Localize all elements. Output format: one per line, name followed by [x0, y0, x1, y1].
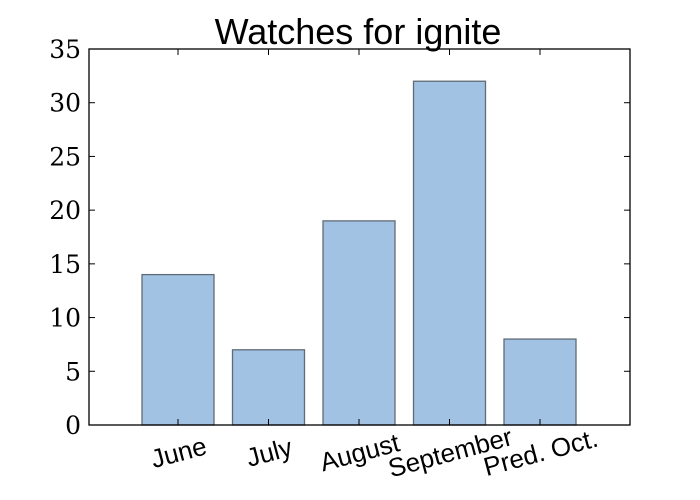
bar-september	[412, 80, 487, 426]
y-tick-label: 25	[49, 142, 81, 171]
y-axis-tick-labels: 0 5 10 15 20 25 30 35	[49, 35, 81, 440]
y-tick-label: 0	[65, 411, 81, 440]
y-tick-label: 10	[49, 304, 81, 333]
y-tick-label: 30	[49, 89, 81, 118]
y-tick-label: 20	[49, 196, 81, 225]
bar-july	[231, 349, 306, 426]
chart-title: Watches for ignite	[215, 11, 502, 52]
x-tick-label: June	[148, 431, 210, 475]
y-tick-label: 5	[65, 357, 81, 386]
bars-layer	[141, 80, 577, 426]
plot-area-frame	[88, 48, 631, 426]
bar-august	[322, 220, 396, 426]
bar-pred-oct	[503, 338, 577, 426]
bar-june	[141, 273, 215, 426]
x-tick-label: July	[243, 432, 295, 473]
y-tick-label: 15	[49, 250, 81, 279]
y-tick-label: 35	[49, 35, 81, 64]
